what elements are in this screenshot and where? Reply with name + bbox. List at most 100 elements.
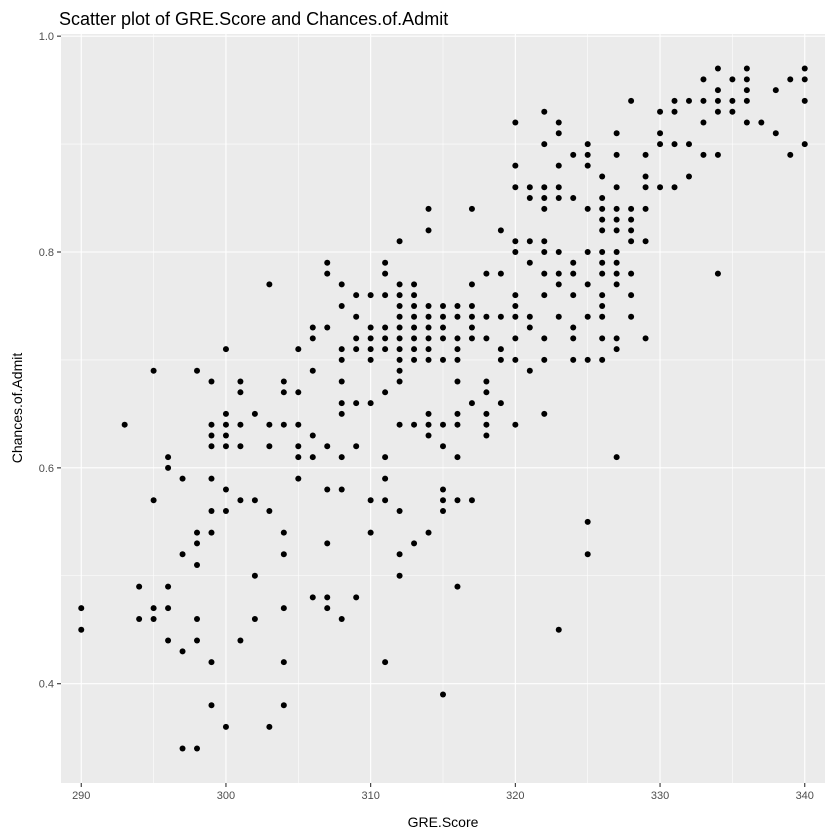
data-point xyxy=(136,583,143,590)
data-point xyxy=(208,529,215,536)
data-point xyxy=(801,97,808,104)
data-point xyxy=(497,356,504,363)
data-point xyxy=(251,497,258,504)
x-tick-label: 320 xyxy=(506,790,524,802)
data-point xyxy=(324,259,331,266)
data-point xyxy=(266,508,273,515)
data-point xyxy=(526,259,533,266)
data-point xyxy=(309,335,316,342)
data-point xyxy=(758,119,765,126)
data-point xyxy=(324,270,331,277)
data-point xyxy=(570,195,577,202)
data-point xyxy=(353,346,360,353)
data-point xyxy=(425,324,432,331)
data-point xyxy=(150,615,157,622)
data-point xyxy=(743,65,750,72)
data-point xyxy=(396,292,403,299)
data-point xyxy=(295,443,302,450)
data-point xyxy=(570,324,577,331)
data-point xyxy=(222,346,229,353)
data-point xyxy=(714,108,721,115)
data-point xyxy=(454,335,461,342)
data-point xyxy=(222,486,229,493)
data-point xyxy=(309,594,316,601)
data-point xyxy=(396,313,403,320)
data-point xyxy=(526,195,533,202)
data-point xyxy=(440,691,446,698)
data-point xyxy=(396,572,403,579)
data-point xyxy=(541,335,548,342)
data-point xyxy=(599,259,606,266)
data-point xyxy=(411,302,418,309)
data-point xyxy=(179,475,186,482)
data-point xyxy=(136,615,143,622)
data-point xyxy=(425,410,432,417)
data-point xyxy=(425,302,432,309)
data-point xyxy=(208,659,215,666)
data-point xyxy=(541,108,548,115)
data-point xyxy=(483,335,490,342)
data-point xyxy=(280,551,287,558)
data-point xyxy=(584,281,591,288)
x-tick-label: 310 xyxy=(361,790,379,802)
data-point xyxy=(280,702,287,709)
data-point xyxy=(396,238,403,245)
data-point xyxy=(599,356,606,363)
data-point xyxy=(454,583,461,590)
data-point xyxy=(440,497,446,504)
data-point xyxy=(801,76,808,83)
data-point xyxy=(541,410,548,417)
data-point xyxy=(714,270,721,277)
data-point xyxy=(468,313,475,320)
data-point xyxy=(440,443,446,450)
data-point xyxy=(411,313,418,320)
data-point xyxy=(483,432,490,439)
data-point xyxy=(237,421,244,428)
data-point xyxy=(367,346,374,353)
data-point xyxy=(222,508,229,515)
data-point xyxy=(555,195,562,202)
data-point xyxy=(628,216,635,223)
data-point xyxy=(324,605,331,612)
data-point xyxy=(613,184,620,191)
data-point xyxy=(353,292,360,299)
x-tick-label: 340 xyxy=(796,790,814,802)
x-axis: 290 300 310 320 330 340 xyxy=(72,783,814,802)
data-point xyxy=(613,205,620,212)
data-point xyxy=(367,292,374,299)
data-point xyxy=(483,270,490,277)
y-tick-label: 0.8 xyxy=(39,247,54,259)
data-point xyxy=(353,335,360,342)
data-point xyxy=(396,378,403,385)
data-point xyxy=(454,497,461,504)
data-point xyxy=(295,421,302,428)
data-point xyxy=(194,529,201,536)
data-points xyxy=(78,65,808,752)
data-point xyxy=(642,151,649,158)
data-point xyxy=(396,551,403,558)
data-point xyxy=(555,281,562,288)
data-point xyxy=(541,184,548,191)
data-point xyxy=(483,313,490,320)
data-point xyxy=(628,97,635,104)
data-point xyxy=(468,335,475,342)
data-point xyxy=(541,238,548,245)
data-point xyxy=(541,205,548,212)
data-point xyxy=(787,151,794,158)
data-point xyxy=(150,497,157,504)
data-point xyxy=(309,367,316,374)
data-point xyxy=(324,486,331,493)
data-point xyxy=(468,324,475,331)
data-point xyxy=(280,421,287,428)
data-point xyxy=(194,540,201,547)
data-point xyxy=(468,281,475,288)
data-point xyxy=(222,432,229,439)
data-point xyxy=(570,270,577,277)
data-point xyxy=(338,281,345,288)
data-point xyxy=(194,367,201,374)
data-point xyxy=(396,508,403,515)
data-point xyxy=(382,497,389,504)
data-point xyxy=(179,745,186,752)
data-point xyxy=(237,443,244,450)
